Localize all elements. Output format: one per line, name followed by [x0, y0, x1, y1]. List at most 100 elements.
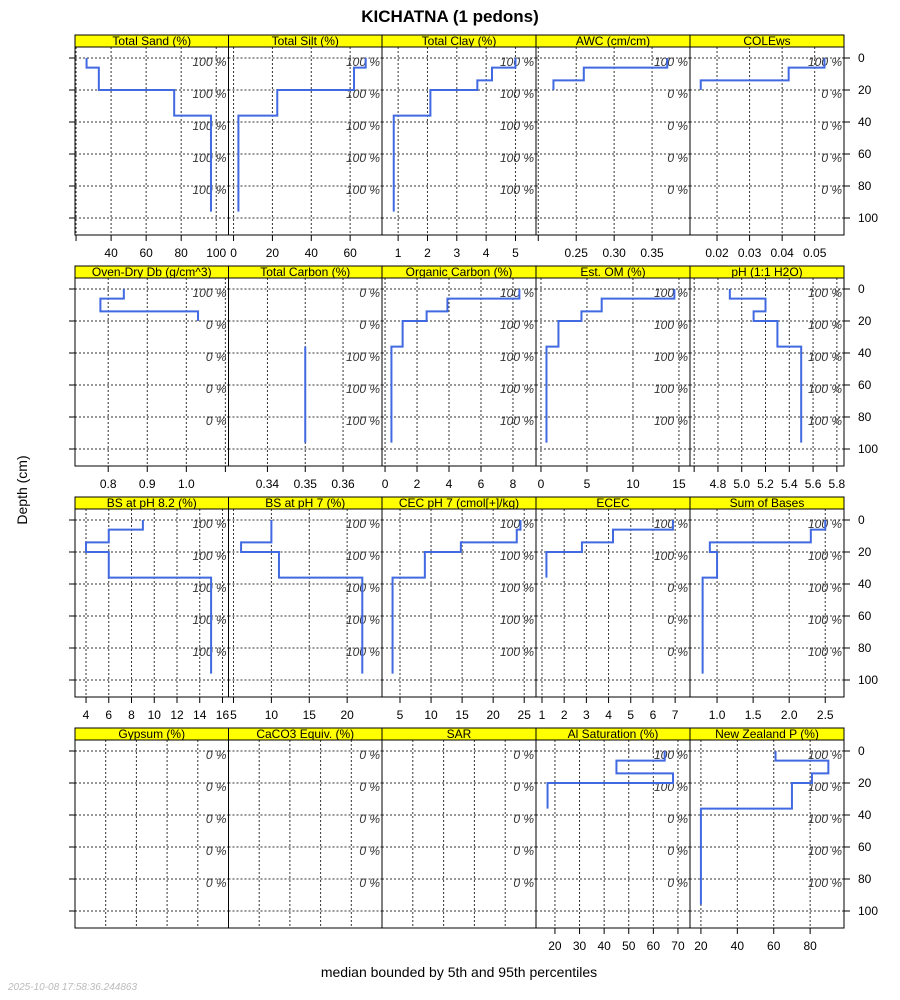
panel: ECEC 100 % 100 % 0 % 0 % 0 % 1 2 3 4 5 6 7	[535, 496, 691, 722]
percent-label: 0 %	[513, 812, 534, 826]
median-profile-line	[390, 289, 521, 443]
percent-label: 100 %	[346, 350, 380, 364]
median-profile-line	[701, 520, 827, 674]
x-tick-label: 20	[548, 939, 562, 953]
percent-label: 100 %	[808, 581, 842, 595]
percent-label: 0 %	[667, 844, 688, 858]
x-tick-label: 0.9	[139, 477, 156, 491]
x-tick-label: 4.8	[710, 477, 727, 491]
x-tick-label: 14	[193, 708, 207, 722]
x-tick-label: 0.30	[602, 246, 626, 260]
percent-label: 100 %	[654, 350, 688, 364]
panel-title: Sum of Bases	[730, 496, 805, 510]
panel: pH (1:1 H2O) 100 % 100 % 100 % 100 % 100 % 4.8…	[689, 265, 878, 491]
x-tick-label: 0.36	[331, 477, 355, 491]
panel-border	[381, 739, 537, 929]
panel: Organic Carbon (%) 100 % 100 % 100 % 100 % 10…	[381, 265, 537, 491]
x-tick-label: 0.34	[256, 477, 280, 491]
percent-label: 0 %	[667, 119, 688, 133]
median-profile-line	[391, 520, 522, 674]
panel-title: COLEws	[743, 34, 790, 48]
x-tick-label: 1.5	[745, 708, 762, 722]
panel: Total Sand (%)100 %100 %100 %100 %100 %4…	[69, 34, 229, 260]
x-tick-label: 0	[538, 477, 545, 491]
percent-label: 100 %	[500, 151, 534, 165]
percent-label: 0 %	[667, 613, 688, 627]
percent-label: 0 %	[206, 382, 227, 396]
chart-title: KICHATNA (1 pedons)	[361, 7, 539, 26]
panel-title: Total Silt (%)	[272, 34, 339, 48]
percent-label: 0 %	[513, 780, 534, 794]
panel: Total Silt (%)100 %100 %100 %100 %100 %0…	[228, 34, 383, 260]
x-tick-label: 8	[510, 477, 517, 491]
x-tick-label: 10	[424, 708, 438, 722]
percent-label: 0 %	[821, 87, 842, 101]
panel-title: Total Clay (%)	[422, 34, 497, 48]
panel-border	[381, 508, 537, 698]
percent-label: 100 %	[808, 645, 842, 659]
x-tick-label: 0	[382, 477, 389, 491]
y-tick-label: 100	[858, 904, 878, 918]
percent-label: 0 %	[513, 876, 534, 890]
median-profile-line	[237, 58, 367, 212]
x-tick-label: 1	[395, 246, 402, 260]
x-tick-label: 6	[650, 708, 657, 722]
x-tick-label: 0.35	[640, 246, 664, 260]
percent-label: 0 %	[359, 748, 380, 762]
panel: Oven-Dry Db (g/cm^3) 100 % 0 % 0 % 0 % 0 % 0.8…	[69, 265, 229, 491]
x-tick-label: 5	[230, 708, 237, 722]
panel-title: pH (1:1 H2O)	[731, 265, 802, 279]
percent-label: 100 %	[192, 151, 226, 165]
panel-title: ECEC	[596, 496, 630, 510]
x-tick-label: 16	[216, 708, 230, 722]
panel-title: Est. OM (%)	[580, 265, 645, 279]
percent-label: 100 %	[346, 414, 380, 428]
percent-label: 100 %	[808, 318, 842, 332]
percent-label: 0 %	[359, 318, 380, 332]
x-tick-label: 10	[265, 708, 279, 722]
percent-label: 100 %	[654, 318, 688, 332]
percent-label: 100 %	[654, 748, 688, 762]
percent-label: 100 %	[500, 414, 534, 428]
panel: BS at pH 8.2 (%) 100 % 100 % 100 % 100 % 100 …	[69, 496, 229, 722]
percent-label: 100 %	[500, 183, 534, 197]
x-tick-label: 5	[584, 477, 591, 491]
panel: SAR 0 % 0 % 0 % 0 % 0 %	[381, 727, 537, 929]
y-tick-label: 100	[858, 673, 878, 687]
median-profile-line	[545, 520, 674, 578]
median-profile-line	[728, 289, 803, 443]
percent-label: 100 %	[192, 286, 226, 300]
panel: Est. OM (%) 100 % 100 % 100 % 100 % 100 % 0 5 10…	[535, 265, 691, 491]
x-tick-label: 40	[305, 246, 319, 260]
panel-border	[228, 508, 383, 698]
percent-label: 100 %	[192, 613, 226, 627]
panel: New Zealand P (%) 100 % 100 % 100 % 100 % 100…	[689, 727, 878, 953]
panel-title: CEC pH 7 (cmol[+]/kg)	[399, 496, 519, 510]
x-tick-label: 5.4	[781, 477, 798, 491]
x-tick-label: 5.8	[829, 477, 846, 491]
x-tick-label: 60	[343, 246, 357, 260]
median-profile-line	[99, 289, 200, 321]
y-tick-label: 0	[858, 282, 865, 296]
percent-label: 100 %	[192, 183, 226, 197]
x-tick-label: 3	[583, 708, 590, 722]
panel-border	[535, 277, 691, 467]
percent-label: 0 %	[359, 876, 380, 890]
percent-label: 100 %	[808, 286, 842, 300]
x-tick-label: 1	[539, 708, 546, 722]
x-tick-label: 5.2	[757, 477, 774, 491]
percent-label: 100 %	[192, 55, 226, 69]
panel: Al Saturation (%)100 %100 %0 %0 %0 %20 30…	[535, 727, 691, 953]
median-profile-line	[699, 58, 826, 90]
y-tick-label: 20	[858, 83, 872, 97]
x-tick-label: 60	[139, 246, 153, 260]
percent-label: 100 %	[500, 55, 534, 69]
x-tick-label: 0.03	[738, 246, 762, 260]
percent-label: 100 %	[500, 119, 534, 133]
percent-label: 100 %	[808, 382, 842, 396]
timestamp: 2025-10-08 17:58:36.244863	[7, 982, 137, 993]
x-tick-label: 15	[303, 708, 317, 722]
y-tick-label: 80	[858, 641, 872, 655]
x-tick-label: 0.04	[770, 246, 794, 260]
